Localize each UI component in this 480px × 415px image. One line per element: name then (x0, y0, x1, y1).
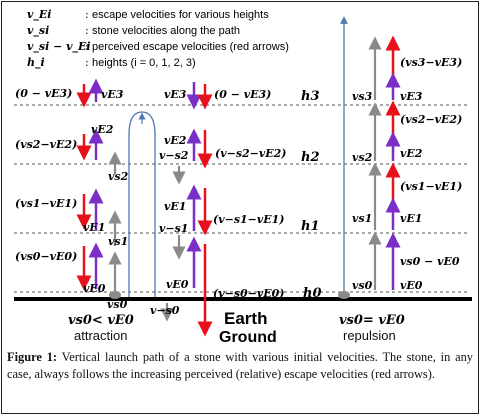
label-left-r2: (vs2−vE2) (15, 138, 77, 151)
label-right-e1: vE1 (400, 212, 422, 225)
legend-sep: : (85, 56, 89, 69)
label-right-s0: vs0 (352, 279, 373, 292)
legend-sep: : (85, 8, 89, 21)
figure-caption: Figure 1: Vertical launch path of a ston… (7, 349, 473, 383)
caption-text: Vertical launch path of a stone with var… (7, 350, 473, 381)
label-left-e3: vE3 (101, 88, 124, 101)
ground-label: Ground (219, 329, 277, 346)
label-left-r0: (vs0−vE0) (15, 250, 77, 263)
label-right-s1: vs1 (352, 212, 372, 225)
label-mid-e0: vE0 (166, 278, 189, 291)
label-mid-r2: (v−s2−vE2) (215, 147, 287, 160)
label-mid-e3: vE3 (164, 88, 187, 101)
label-mid-r0: (v−s0−vE0) (213, 287, 285, 300)
label-right-e2: vE2 (400, 147, 423, 160)
label-right-r3: (vs3−vE3) (400, 56, 462, 69)
label-mid-e2: vE2 (164, 134, 187, 147)
label-mid-s2: v−s2 (159, 149, 189, 162)
attraction-label: attraction (74, 328, 127, 343)
middle-column: vE3 (0 − vE3) vE2 v−s2 (v−s2−vE2) vE1 v−… (150, 82, 287, 337)
label-left-e0: vE0 (83, 282, 106, 295)
ground-line (14, 297, 472, 301)
label-right-s3: vs3 (352, 90, 373, 103)
left-column: (0 − vE3) vE3 vE2 (vs2−vE2) vs2 (vs1−vE1… (15, 78, 156, 343)
legend-symbol: h_i (27, 56, 45, 70)
repulsion-label: repulsion (343, 328, 396, 343)
label-left-r3: (0 − vE3) (15, 87, 72, 100)
velocity-diagram: v_Ei : escape velocities for various hei… (14, 8, 472, 346)
height-label-h1: h1 (301, 219, 320, 234)
label-left-s1: vs1 (108, 235, 128, 248)
attraction-condition: vs0< vE0 (68, 313, 134, 328)
label-left-r1: (vs1−vE1) (15, 197, 77, 210)
label-mid-r3: (0 − vE3) (214, 88, 271, 101)
label-mid-e1: vE1 (164, 200, 186, 213)
height-label-h2: h2 (301, 150, 320, 165)
label-right-s2: vs2 (352, 151, 373, 164)
label-right-r1: (vs1−vE1) (400, 180, 462, 193)
repulsion-condition: vs0= vE0 (339, 313, 405, 328)
stone-left (109, 291, 121, 299)
label-right-e0: vE0 (400, 279, 423, 292)
legend-text: perceived escape velocities (red arrows) (92, 41, 289, 53)
legend-text: stone velocities along the path (92, 25, 240, 37)
left-trajectory (128, 111, 156, 297)
legend: v_Ei : escape velocities for various hei… (27, 8, 289, 70)
legend-symbol: v_si (27, 24, 49, 38)
label-left-e2: vE2 (91, 123, 114, 136)
label-right-e3: vE3 (400, 90, 423, 103)
legend-sep: : (85, 24, 89, 37)
legend-symbol: v_si − v_Ei (27, 40, 91, 54)
label-right-r2: (vs2−vE2) (400, 113, 462, 126)
label-mid-r1: (v−s1−vE1) (213, 213, 285, 226)
label-mid-sb: v−s0 (150, 304, 180, 317)
label-right-r0: vs0 − vE0 (400, 255, 460, 268)
height-label-h3: h3 (301, 89, 320, 104)
label-left-e1: vE1 (83, 221, 105, 234)
earth-label: Earth (224, 309, 267, 328)
stone-right (338, 291, 350, 299)
label-left-sf: vs0 (107, 298, 128, 311)
legend-text: heights (i = 0, 1, 2, 3) (92, 57, 196, 69)
legend-sep: : (85, 40, 89, 53)
caption-label: Figure 1: (7, 350, 58, 364)
right-column: vs3 vE3 (vs3−vE3) vs2 vE2 (vs2−vE2) vs1 … (338, 16, 462, 343)
label-left-s2: vs2 (108, 170, 129, 183)
legend-symbol: v_Ei (27, 8, 51, 22)
legend-text: escape velocities for various heights (92, 9, 269, 21)
label-mid-s1: v−s1 (159, 222, 188, 235)
